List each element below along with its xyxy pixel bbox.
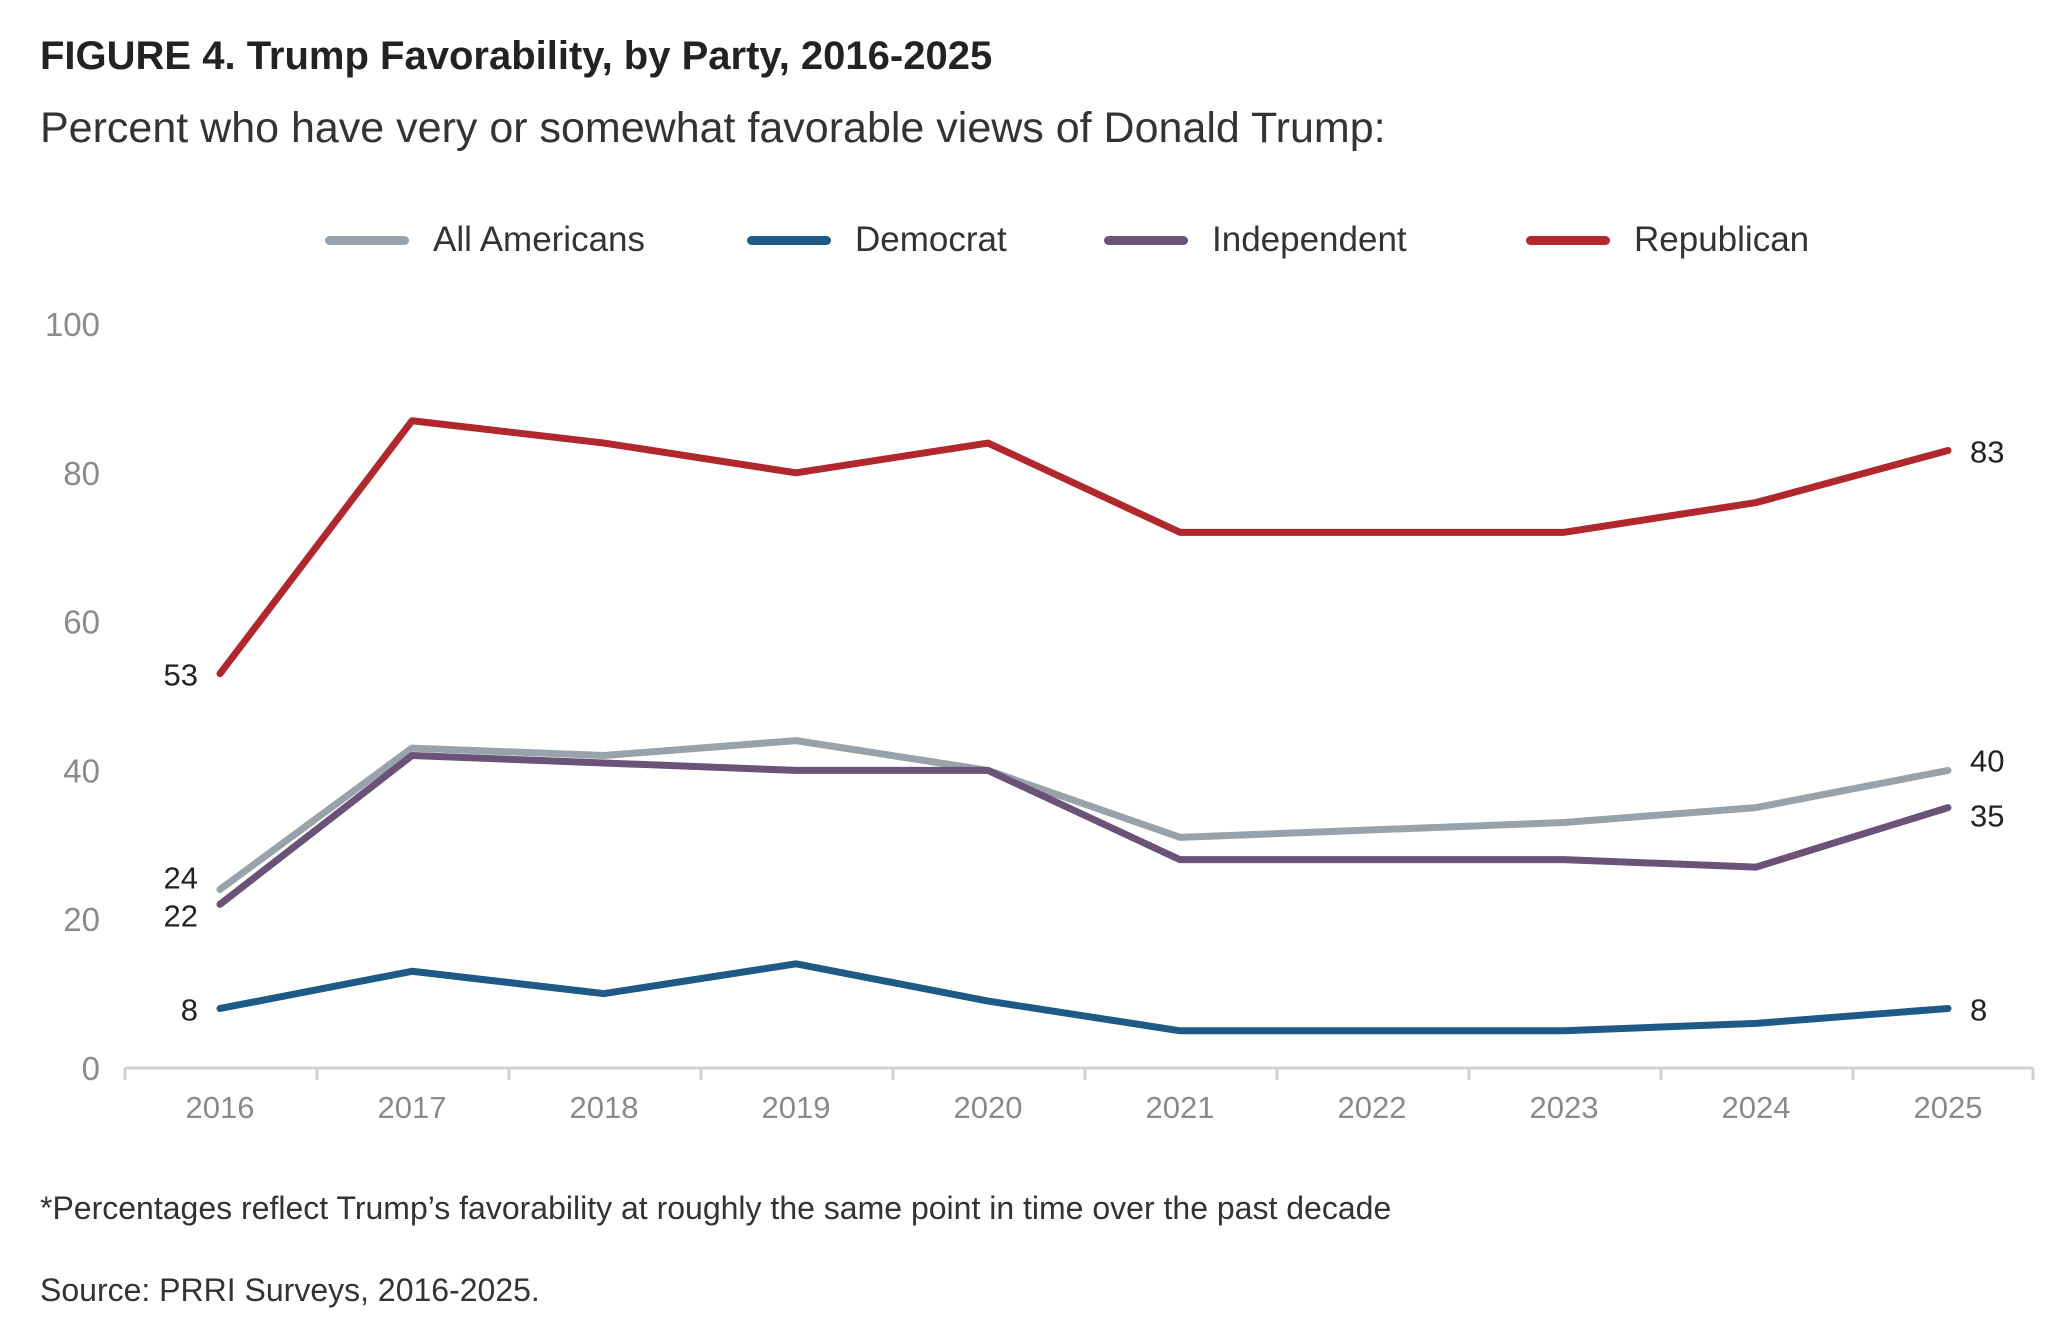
- y-tick-label-40: 40: [63, 752, 100, 789]
- data-label-independent-last: 35: [1970, 799, 2004, 834]
- data-label-independent-first: 22: [164, 898, 198, 933]
- legend-label-democrat: Democrat: [855, 220, 1007, 259]
- legend-item-independent: Independent: [1104, 210, 1407, 270]
- legend-swatch-republican: [1526, 235, 1610, 245]
- y-tick-label-100: 100: [45, 306, 100, 343]
- x-tick-label-2020: 2020: [954, 1090, 1023, 1125]
- data-label-democrat-last: 8: [1970, 992, 1987, 1027]
- legend-item-democrat: Democrat: [747, 210, 1007, 270]
- y-tick-label-60: 60: [63, 604, 100, 641]
- legend-label-republican: Republican: [1634, 220, 1810, 259]
- legend-swatch-democrat: [747, 235, 831, 245]
- legend-item-all-americans: All Americans: [325, 210, 645, 270]
- series-line-independent: [216, 752, 1952, 908]
- x-tick-label-2021: 2021: [1146, 1090, 1215, 1125]
- y-tick-label-0: 0: [82, 1050, 100, 1087]
- data-label-all-americans-last: 40: [1970, 743, 2004, 778]
- series-line-republican: [216, 417, 1952, 678]
- x-tick-label-2022: 2022: [1338, 1090, 1407, 1125]
- series-line-democrat: [216, 960, 1952, 1035]
- x-tick-label-2016: 2016: [186, 1090, 255, 1125]
- legend-label-all-americans: All Americans: [433, 220, 646, 259]
- data-label-all-americans-first: 24: [164, 860, 198, 895]
- data-label-republican-first: 53: [164, 658, 198, 693]
- y-tick-label-20: 20: [63, 901, 100, 938]
- series-line-all-americans: [216, 737, 1952, 893]
- x-tick-label-2017: 2017: [378, 1090, 447, 1125]
- data-label-republican-last: 83: [1970, 434, 2004, 469]
- chart-legend: All Americans Democrat Independent Repub…: [0, 210, 2064, 270]
- x-tick-label-2024: 2024: [1722, 1090, 1791, 1125]
- chart-subtitle: Percent who have very or somewhat favora…: [40, 104, 1386, 152]
- x-tick-label-2019: 2019: [762, 1090, 831, 1125]
- y-tick-label-80: 80: [63, 455, 100, 492]
- chart-title: FIGURE 4. Trump Favorability, by Party, …: [40, 34, 993, 78]
- chart-source: Source: PRRI Surveys, 2016-2025.: [40, 1272, 540, 1308]
- legend-swatch-independent: [1104, 235, 1188, 245]
- x-tick-label-2023: 2023: [1530, 1090, 1599, 1125]
- x-tick-label-2018: 2018: [570, 1090, 639, 1125]
- x-tick-label-2025: 2025: [1914, 1090, 1983, 1125]
- legend-swatch-all-americans: [325, 235, 409, 245]
- data-label-democrat-first: 8: [181, 992, 198, 1027]
- legend-item-republican: Republican: [1526, 210, 1809, 270]
- chart-footnote: *Percentages reflect Trump’s favorabilit…: [40, 1190, 1392, 1226]
- legend-label-independent: Independent: [1212, 220, 1407, 259]
